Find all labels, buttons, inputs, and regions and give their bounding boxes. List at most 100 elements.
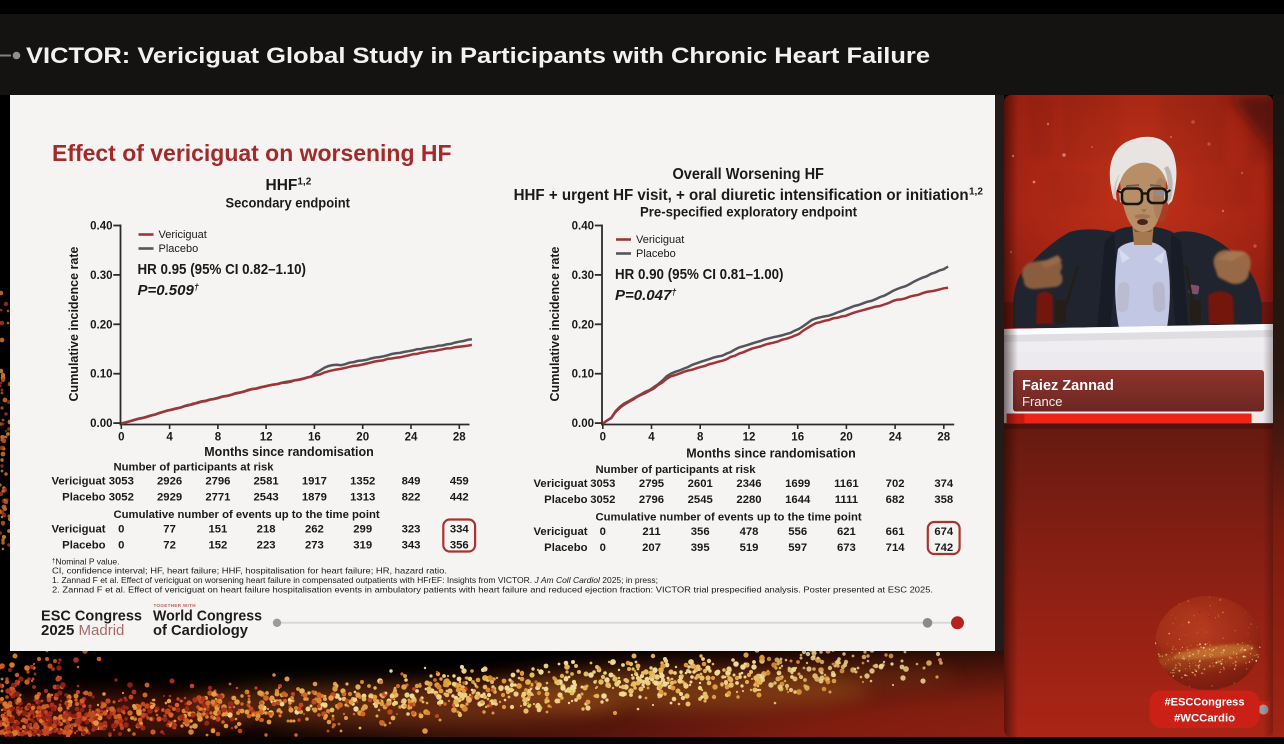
svg-text:8: 8 [697,432,704,444]
svg-text:20: 20 [356,432,369,444]
svg-text:1352: 1352 [350,476,375,488]
svg-text:0.30: 0.30 [90,270,112,282]
svg-text:1313: 1313 [350,492,375,504]
svg-text:2. Zannad F et al. Effect of v: 2. Zannad F et al. Effect of vericiguat … [52,584,933,594]
svg-text:0.40: 0.40 [572,221,594,233]
svg-text:28: 28 [937,432,950,444]
svg-text:3052: 3052 [590,494,615,506]
svg-text:714: 714 [886,542,906,554]
svg-text:P=0.509†: P=0.509† [138,282,199,299]
svg-text:262: 262 [305,524,324,536]
svg-text:8: 8 [215,432,222,444]
svg-text:#ESCCongress: #ESCCongress [1165,697,1245,709]
svg-text:682: 682 [886,494,905,506]
svg-text:16: 16 [308,432,321,444]
svg-text:2601: 2601 [688,478,713,490]
svg-text:2581: 2581 [254,476,279,488]
svg-text:273: 273 [305,540,324,552]
svg-text:CI, confidence interval; HF, h: CI, confidence interval; HF, heart failu… [52,566,447,576]
svg-text:Placebo: Placebo [159,243,199,255]
svg-text:459: 459 [450,476,469,488]
svg-text:2543: 2543 [254,492,279,504]
svg-text:442: 442 [450,492,469,504]
svg-text:2025 Madrid: 2025 Madrid [41,622,124,639]
svg-text:Months since randomisation: Months since randomisation [686,447,855,461]
svg-text:Cumulative number of events up: Cumulative number of events up to the ti… [596,512,862,524]
svg-text:20: 20 [840,432,853,444]
svg-text:2796: 2796 [205,476,230,488]
svg-text:0: 0 [600,542,606,554]
svg-text:4: 4 [648,432,655,444]
svg-text:2545: 2545 [688,494,713,506]
svg-text:2795: 2795 [639,478,664,490]
svg-text:742: 742 [934,542,953,554]
svg-text:1917: 1917 [302,476,327,488]
svg-text:†Nominal P value.: †Nominal P value. [52,557,119,567]
svg-text:Vericiguat: Vericiguat [52,476,106,488]
svg-text:211: 211 [642,526,660,538]
svg-text:2926: 2926 [157,476,182,488]
svg-text:822: 822 [402,492,421,504]
svg-text:0: 0 [600,432,606,444]
svg-text:Vericiguat: Vericiguat [636,234,684,246]
svg-text:HR 0.95 (95% CI 0.82–1.10): HR 0.95 (95% CI 0.82–1.10) [138,261,307,278]
svg-text:72: 72 [163,540,176,552]
svg-text:2280: 2280 [736,494,761,506]
svg-text:Vericiguat: Vericiguat [534,478,588,490]
svg-text:#WCCardio: #WCCardio [1174,713,1235,725]
svg-text:223: 223 [257,540,276,552]
svg-text:661: 661 [886,526,905,538]
svg-text:0.40: 0.40 [90,221,112,233]
svg-text:0.20: 0.20 [90,319,112,331]
svg-text:Vericiguat: Vericiguat [534,526,588,538]
svg-text:Overall Worsening HF: Overall Worsening HF [672,166,824,183]
svg-text:3053: 3053 [590,478,615,490]
svg-text:478: 478 [740,526,759,538]
svg-text:77: 77 [163,524,176,536]
svg-text:HR 0.90 (95% CI 0.81–1.00): HR 0.90 (95% CI 0.81–1.00) [615,266,784,283]
svg-text:849: 849 [402,476,421,488]
svg-text:395: 395 [691,542,710,554]
svg-text:151: 151 [208,524,227,536]
svg-text:Placebo: Placebo [62,492,105,504]
svg-text:HHF + urgent HF visit, + oral: HHF + urgent HF visit, + oral diuretic i… [514,187,969,204]
svg-text:0.20: 0.20 [572,319,594,331]
svg-text:4: 4 [166,432,173,444]
svg-text:Vericiguat: Vericiguat [52,524,106,536]
svg-text:0.00: 0.00 [90,418,112,430]
svg-text:0.10: 0.10 [90,369,112,381]
svg-text:Number of participants at risk: Number of participants at risk [114,462,275,474]
svg-text:0: 0 [118,432,124,444]
svg-text:2346: 2346 [736,478,761,490]
svg-text:673: 673 [837,542,856,554]
svg-text:218: 218 [257,524,276,536]
svg-text:Cumulative incidence rate: Cumulative incidence rate [548,246,562,401]
svg-text:0.00: 0.00 [572,418,594,430]
svg-text:Pre-specified exploratory endp: Pre-specified exploratory endpoint [640,204,857,220]
svg-text:0: 0 [118,524,124,536]
svg-text:24: 24 [889,432,902,444]
svg-text:World Congress: World Congress [153,608,262,625]
svg-text:VICTOR: Vericiguat Global Stud: VICTOR: Vericiguat Global Study in Parti… [26,43,930,68]
svg-text:0: 0 [600,526,606,538]
svg-text:2796: 2796 [639,494,664,506]
svg-text:Cumulative number of events up: Cumulative number of events up to the ti… [114,509,380,521]
svg-text:0: 0 [118,540,124,552]
svg-text:621: 621 [837,526,856,538]
svg-text:556: 556 [788,526,807,538]
svg-text:Vericiguat: Vericiguat [159,229,207,241]
svg-text:1644: 1644 [785,494,811,506]
svg-text:2771: 2771 [205,492,230,504]
svg-text:16: 16 [791,432,804,444]
svg-text:1111: 1111 [835,494,858,506]
svg-text:3052: 3052 [109,492,134,504]
svg-text:323: 323 [402,524,421,536]
svg-text:Placebo: Placebo [62,540,105,552]
svg-text:P=0.047†: P=0.047† [615,287,676,304]
svg-text:702: 702 [886,478,905,490]
svg-text:12: 12 [260,432,273,444]
svg-text:1,2: 1,2 [969,187,983,198]
svg-text:TOGETHER WITH: TOGETHER WITH [154,603,197,608]
svg-text:1. Zannad F et al. Effect of v: 1. Zannad F et al. Effect of vericiguat … [52,575,658,585]
svg-text:of Cardiology: of Cardiology [153,622,249,639]
